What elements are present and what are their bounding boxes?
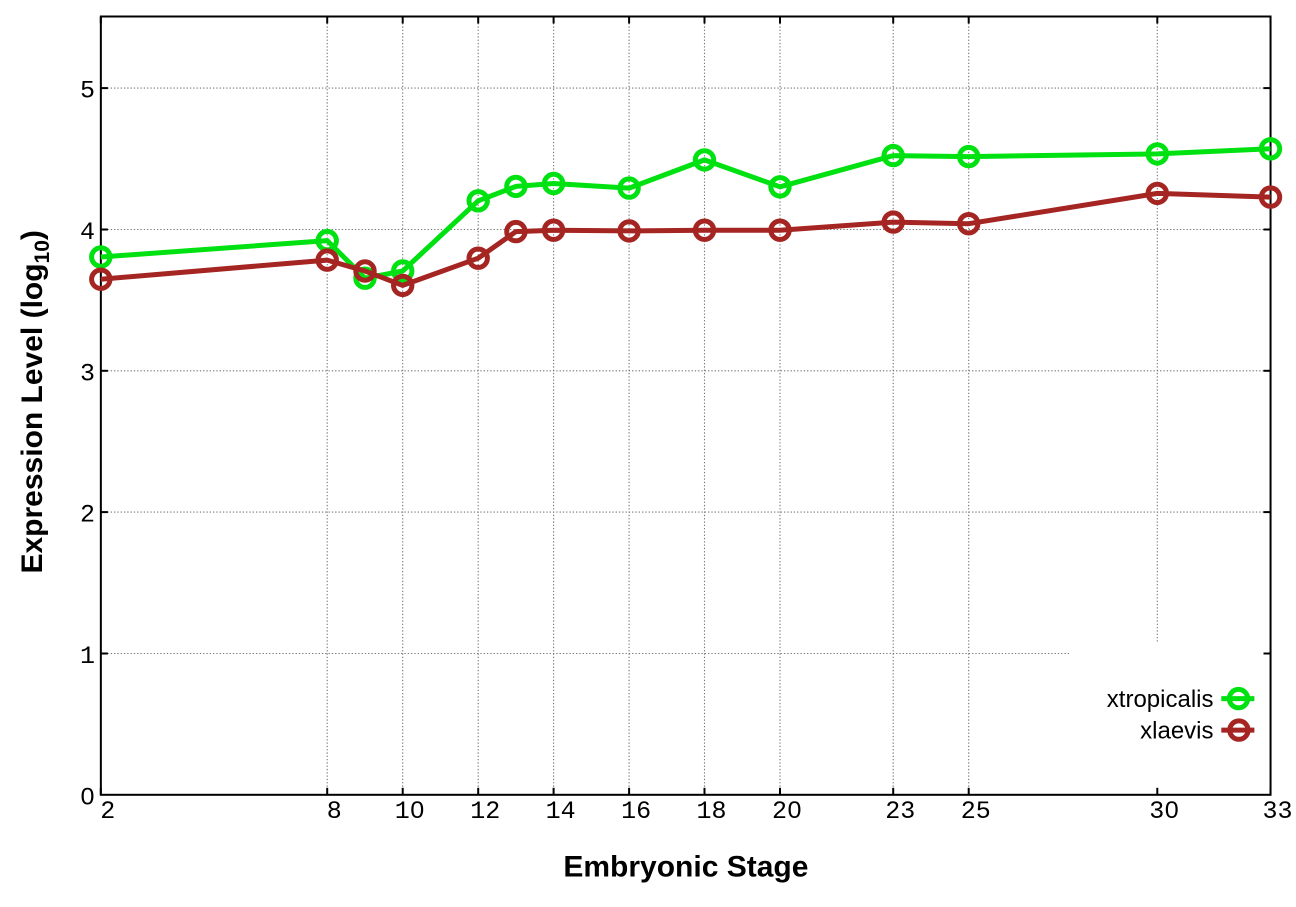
svg-text:5: 5 bbox=[80, 77, 95, 106]
svg-text:33: 33 bbox=[1262, 797, 1292, 826]
svg-text:Embryonic Stage: Embryonic Stage bbox=[563, 850, 808, 883]
svg-text:18: 18 bbox=[696, 797, 726, 826]
svg-text:12: 12 bbox=[470, 797, 500, 826]
svg-text:xlaevis: xlaevis bbox=[1140, 718, 1213, 745]
svg-text:Expression Level (log10): Expression Level (log10) bbox=[16, 230, 54, 573]
svg-text:30: 30 bbox=[1149, 797, 1179, 826]
svg-text:xtropicalis: xtropicalis bbox=[1107, 686, 1214, 713]
svg-text:2: 2 bbox=[100, 797, 115, 826]
svg-text:1: 1 bbox=[80, 642, 95, 671]
svg-text:8: 8 bbox=[327, 797, 342, 826]
svg-text:20: 20 bbox=[772, 797, 802, 826]
svg-text:14: 14 bbox=[546, 797, 576, 826]
svg-text:3: 3 bbox=[80, 359, 95, 388]
svg-text:4: 4 bbox=[80, 218, 95, 247]
svg-text:16: 16 bbox=[621, 797, 651, 826]
svg-text:10: 10 bbox=[395, 797, 425, 826]
svg-text:25: 25 bbox=[961, 797, 991, 826]
svg-text:23: 23 bbox=[885, 797, 915, 826]
svg-text:2: 2 bbox=[80, 501, 95, 530]
